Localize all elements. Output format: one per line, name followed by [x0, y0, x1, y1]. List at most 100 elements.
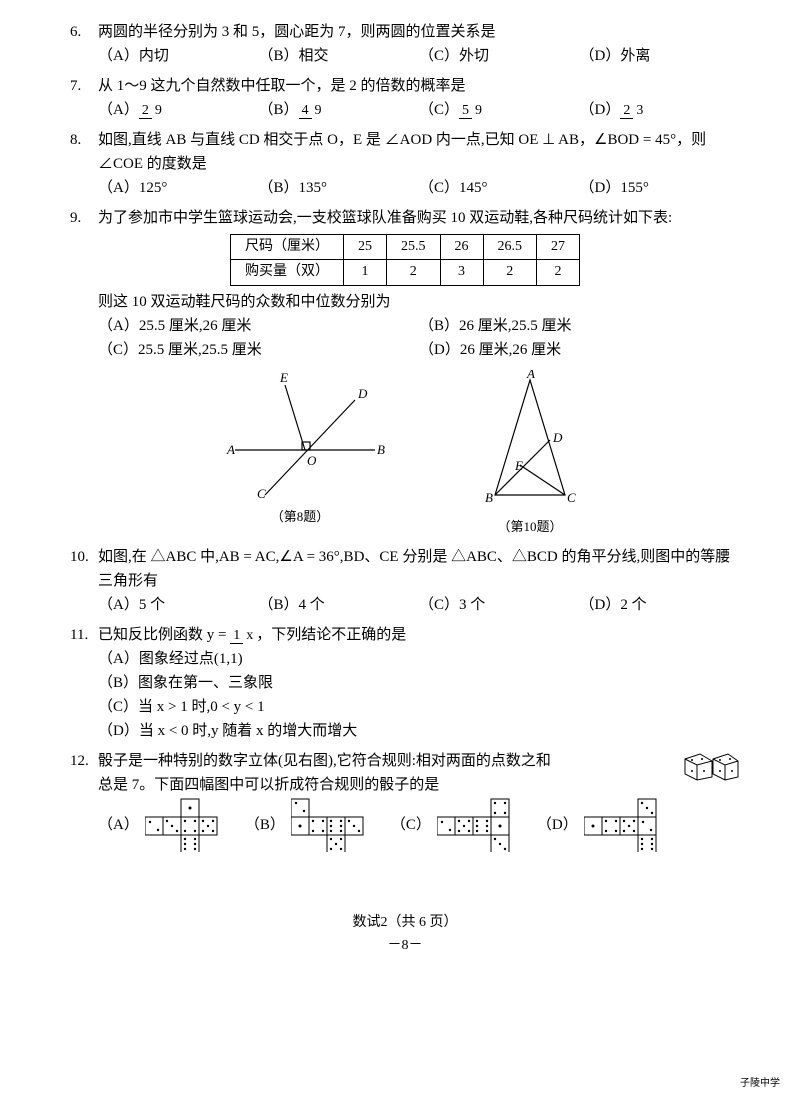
question-9: 9. 为了参加市中学生篮球运动会,一支校篮球队准备购买 10 双运动鞋,各种尺码… [70, 206, 740, 362]
footer-line2: －8－ [70, 935, 740, 957]
fig8-svg: E D A B O C [215, 370, 385, 500]
q9-td3: 3 [440, 260, 483, 285]
q9-stem2: 则这 10 双运动鞋尺码的众数和中位数分别为 [98, 290, 740, 314]
q12d-label: （D） [537, 813, 578, 837]
q6-opt-d: （D）外离 [580, 44, 741, 68]
question-12: 12. 骰子是一种特别的数字立体(见右图),它符合规则:相对两面的点数之和 总是 [70, 749, 740, 852]
q9-th2: 25.5 [387, 235, 441, 260]
q11-stem: 已知反比例函数 y = 1x，下列结论不正确的是 [98, 623, 740, 647]
q9-th4: 26.5 [483, 235, 537, 260]
q8-opt-c: （C）145° [419, 176, 580, 200]
q10-opt-b: （B）4 个 [259, 593, 420, 617]
q7b-label: （B） [259, 102, 299, 118]
q12-stem1: 骰子是一种特别的数字立体(见右图),它符合规则:相对两面的点数之和 [98, 753, 551, 769]
q9-th1: 25 [344, 235, 387, 260]
question-7: 7. 从 1～9 这九个自然数中任取一个，是 2 的倍数的概率是 （A）29 （… [70, 74, 740, 122]
q10-opt-c: （C）3 个 [419, 593, 580, 617]
q11-num: 11. [70, 623, 98, 647]
q9-td2: 2 [387, 260, 441, 285]
q7b-num: 4 [299, 103, 312, 119]
fig10-svg: A B C D E [465, 370, 595, 510]
q7b-den: 9 [312, 103, 325, 118]
q6-num: 6. [70, 20, 98, 44]
q7c-num: 5 [459, 103, 472, 119]
q9-table: 尺码（厘米） 25 25.5 26 26.5 27 购买量（双） 1 2 3 2… [230, 234, 580, 286]
q9-th3: 26 [440, 235, 483, 260]
question-6: 6. 两圆的半径分别为 3 和 5，圆心距为 7，则两圆的位置关系是 （A）内切… [70, 20, 740, 68]
q11-opt-c: （C）当 x > 1 时,0 < y < 1 [98, 695, 740, 719]
q6-opt-a: （A）内切 [98, 44, 259, 68]
q8-opt-d: （D）155° [580, 176, 741, 200]
q12-opt-d: （D） [537, 797, 664, 852]
q12-num: 12. [70, 749, 98, 797]
fig8-caption: （第8题） [215, 507, 385, 528]
q7a-num: 2 [139, 103, 152, 119]
q7a-den: 9 [152, 103, 165, 118]
fig8-B: B [377, 442, 385, 457]
fig10-B: B [485, 490, 493, 505]
fig10-E: E [514, 458, 523, 473]
q7a-label: （A） [98, 102, 139, 118]
q11-opt-b: （B）图象在第一、三象限 [98, 671, 740, 695]
dice-pair-icon [680, 749, 740, 789]
q7c-label: （C） [419, 102, 459, 118]
q7d-label: （D） [580, 102, 621, 118]
dice-net-d-icon [584, 797, 664, 852]
fig10-D: D [552, 430, 563, 445]
fig10-A: A [526, 370, 535, 381]
q10-opt-a: （A）5 个 [98, 593, 259, 617]
q6-opt-c: （C）外切 [419, 44, 580, 68]
dice-net-b-icon [291, 797, 371, 852]
dice-net-c-icon [437, 797, 517, 852]
q7d-den: 3 [633, 103, 646, 118]
q6-opt-b: （B）相交 [259, 44, 420, 68]
fig8-C: C [257, 486, 266, 500]
fig10-caption: （第10题） [465, 517, 595, 538]
q9-opt-d: （D）26 厘米,26 厘米 [419, 338, 740, 362]
fig8-A: A [226, 442, 235, 457]
q11-opt-d: （D）当 x < 0 时,y 随着 x 的增大而增大 [98, 719, 740, 743]
page-footer: 数试2（共 6 页） －8－ [70, 912, 740, 957]
q9-td4: 2 [483, 260, 537, 285]
q10-opt-d: （D）2 个 [580, 593, 741, 617]
q10-stem: 如图,在 △ABC 中,AB = AC,∠A = 36°,BD、CE 分别是 △… [98, 545, 740, 593]
q12-stem2: 总是 7。下面四幅图中可以折成符合规则的骰子的是 [98, 777, 439, 793]
q9-num: 9. [70, 206, 98, 230]
q7-opt-c: （C）59 [419, 98, 580, 122]
question-10: 10. 如图,在 △ABC 中,AB = AC,∠A = 36°,BD、CE 分… [70, 545, 740, 617]
fig8-O: O [307, 453, 317, 468]
footer-line1: 数试2（共 6 页） [70, 912, 740, 934]
q12-opt-b: （B） [245, 797, 371, 852]
q9-th0: 尺码（厘米） [231, 235, 344, 260]
watermark: 子陵中学 [740, 1076, 780, 1092]
q7-opt-a: （A）29 [98, 98, 259, 122]
q9-td5: 2 [537, 260, 580, 285]
q7-stem: 从 1～9 这九个自然数中任取一个，是 2 的倍数的概率是 [98, 74, 740, 98]
q7-num: 7. [70, 74, 98, 98]
q8-num: 8. [70, 128, 98, 176]
figure-8: E D A B O C （第8题） [215, 370, 385, 538]
q7-opt-d: （D）23 [580, 98, 741, 122]
q11-opt-a: （A）图象经过点(1,1) [98, 647, 740, 671]
q9-stem: 为了参加市中学生篮球运动会,一支校篮球队准备购买 10 双运动鞋,各种尺码统计如… [98, 206, 740, 230]
q11-frac-n: 1 [230, 628, 243, 644]
figure-10: A B C D E （第10题） [465, 370, 595, 538]
q8-opt-b: （B）135° [259, 176, 420, 200]
q9-td0: 购买量（双） [231, 260, 344, 285]
q12-opt-a: （A） [98, 797, 225, 852]
question-11: 11. 已知反比例函数 y = 1x，下列结论不正确的是 （A）图象经过点(1,… [70, 623, 740, 743]
fig10-C: C [567, 490, 576, 505]
q12c-label: （C） [391, 813, 431, 837]
q7-opt-b: （B）49 [259, 98, 420, 122]
dice-net-a-icon [145, 797, 225, 852]
q9-opt-c: （C）25.5 厘米,25.5 厘米 [98, 338, 419, 362]
q12b-label: （B） [245, 813, 285, 837]
question-8: 8. 如图,直线 AB 与直线 CD 相交于点 O，E 是 ∠AOD 内一点,已… [70, 128, 740, 200]
q9-opt-b: （B）26 厘米,25.5 厘米 [419, 314, 740, 338]
q10-num: 10. [70, 545, 98, 593]
q7c-den: 9 [472, 103, 485, 118]
q12-opt-c: （C） [391, 797, 517, 852]
q11-stem-a: 已知反比例函数 y = [98, 627, 230, 643]
q8-stem: 如图,直线 AB 与直线 CD 相交于点 O，E 是 ∠AOD 内一点,已知 O… [98, 128, 740, 176]
q9-th5: 27 [537, 235, 580, 260]
